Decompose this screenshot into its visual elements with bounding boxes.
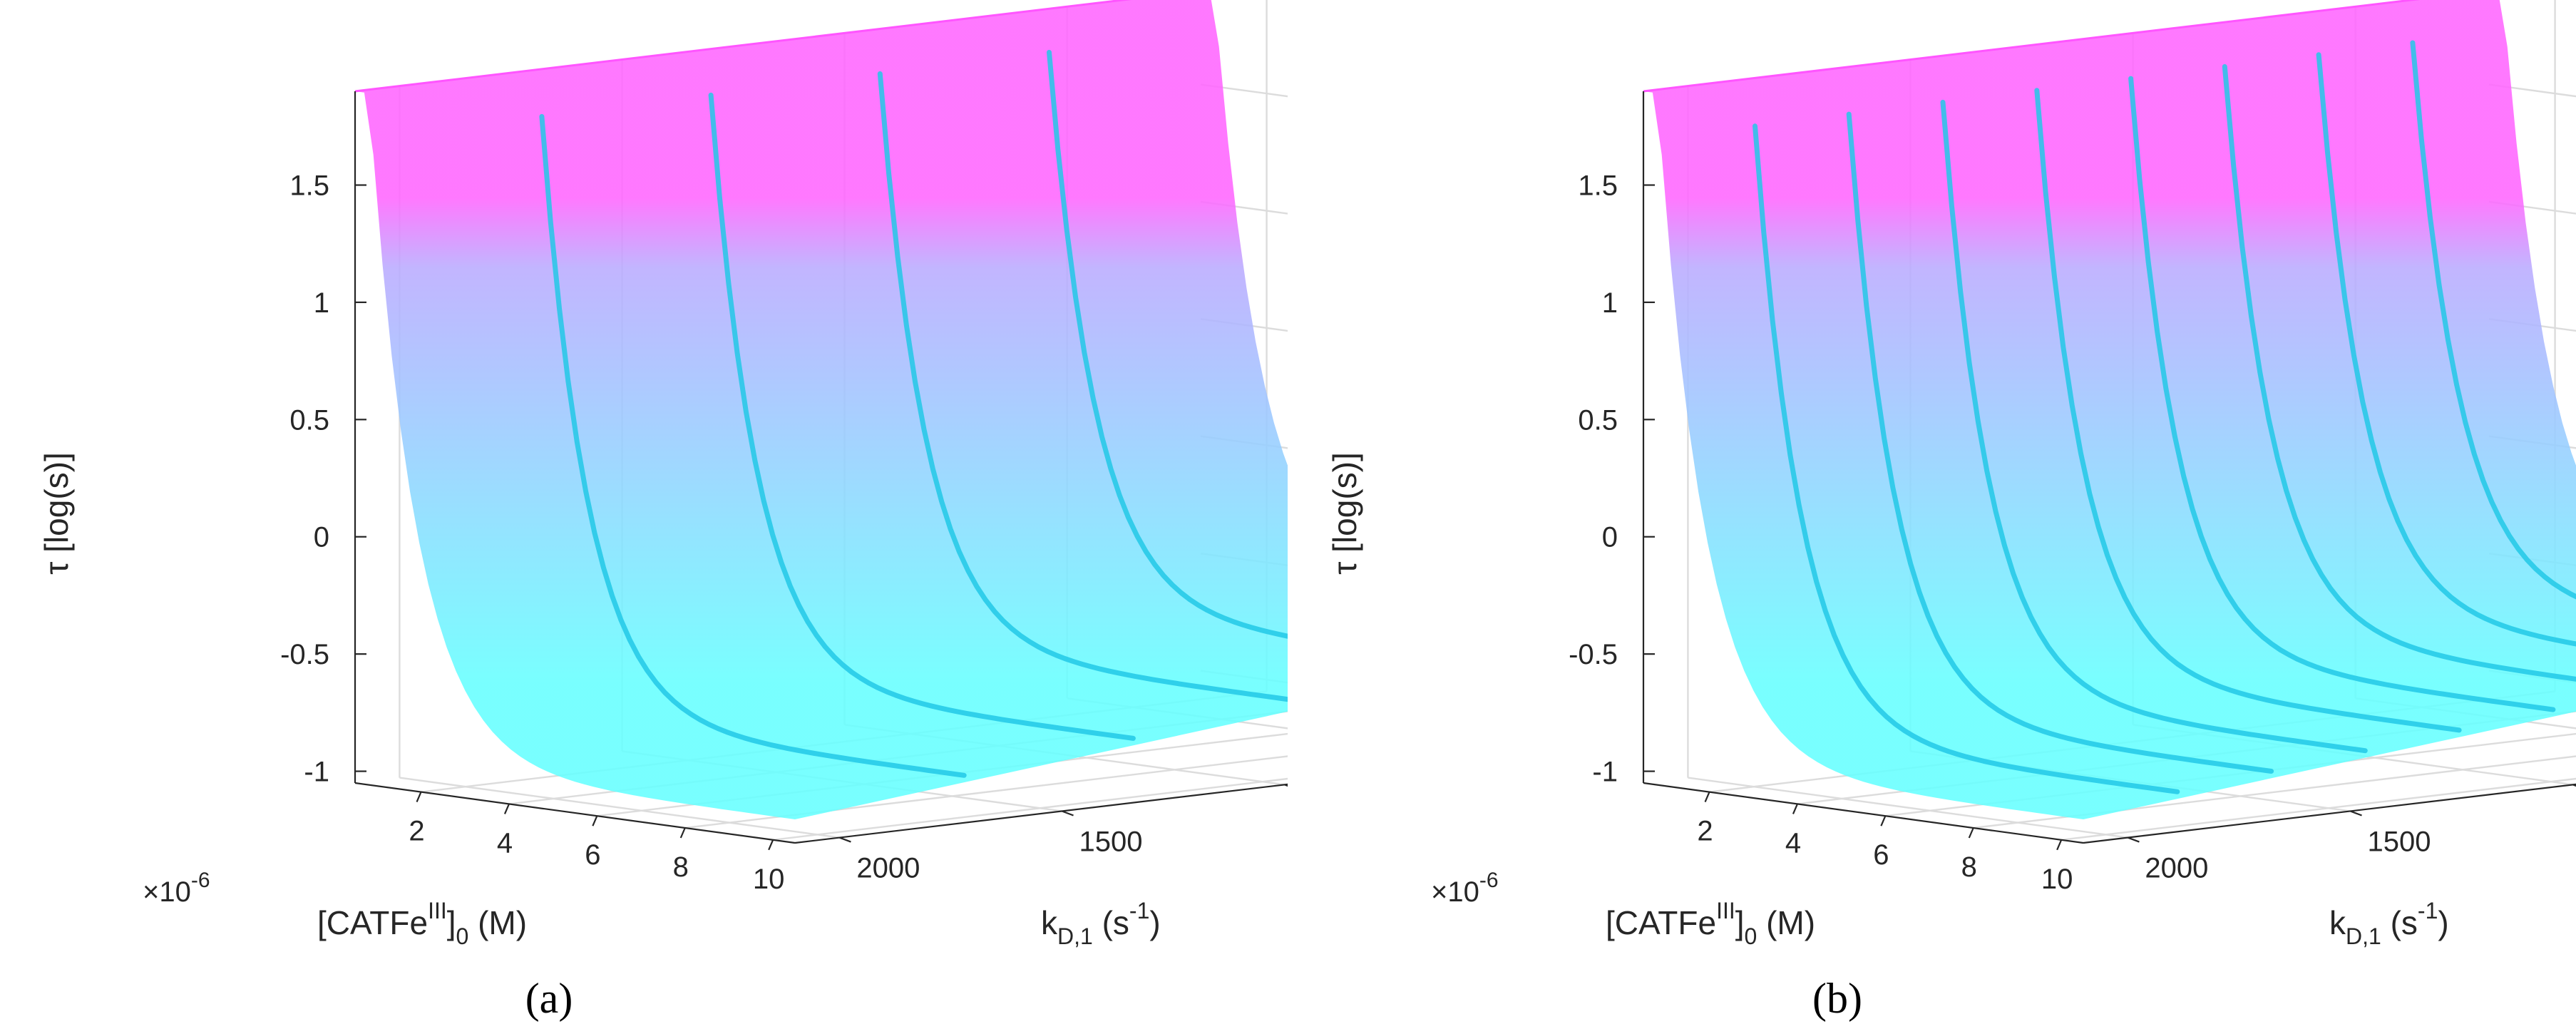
x-tick-label: 2 bbox=[409, 816, 424, 847]
x-tick-label: 6 bbox=[585, 839, 600, 871]
y-label-subscript: D,1 bbox=[2346, 923, 2381, 949]
x-tick-label: 4 bbox=[1785, 827, 1801, 859]
x-multiplier-base: ×10 bbox=[1431, 876, 1479, 908]
x-tick-label: 10 bbox=[2041, 864, 2073, 895]
y-tick-label: 2000 bbox=[856, 853, 920, 884]
x-tick bbox=[1705, 792, 1710, 802]
x-tick-label: 10 bbox=[753, 864, 785, 895]
z-tick-label: 1 bbox=[314, 287, 329, 319]
y-tick-label: 1500 bbox=[2368, 826, 2431, 857]
x-label-part: ] bbox=[1735, 904, 1745, 941]
z-tick-label: 1.5 bbox=[1578, 170, 1618, 202]
x-axis-label: [CATFeIII]0 (M) bbox=[317, 898, 527, 949]
surface-plot-b: 1.510.50-0.5-1246810500100015002000τ [lo… bbox=[1288, 0, 2576, 1034]
z-tick-label: 1.5 bbox=[289, 170, 329, 202]
z-tick-label: 0 bbox=[314, 522, 329, 553]
y-label-part: (s bbox=[1093, 904, 1129, 941]
y-label-subscript: D,1 bbox=[1057, 923, 1093, 949]
y-label-part: (s bbox=[2381, 904, 2418, 941]
chart-panel-b: 1.510.50-0.5-1246810500100015002000τ [lo… bbox=[1288, 0, 2576, 1034]
panel-caption: (a) bbox=[525, 975, 573, 1022]
z-tick-label: -1 bbox=[304, 757, 329, 788]
x-tick bbox=[1881, 816, 1885, 826]
x-multiplier-base: ×10 bbox=[143, 876, 191, 908]
x-tick-label: 2 bbox=[1697, 816, 1713, 847]
z-axis-label: τ [log(s)] bbox=[38, 452, 75, 575]
x-label-part: (M) bbox=[1757, 904, 1815, 941]
x-label-part: [CATFe bbox=[317, 904, 428, 941]
z-axis-label: τ [log(s)] bbox=[1326, 452, 1363, 575]
x-tick bbox=[417, 792, 421, 802]
surface-plot-a: 1.510.50-0.5-1246810500100015002000τ [lo… bbox=[0, 0, 1288, 1034]
y-tick bbox=[1285, 784, 1288, 789]
x-tick bbox=[1969, 828, 1974, 838]
x-label-part: (M) bbox=[468, 904, 527, 941]
y-tick-label: 2000 bbox=[2145, 853, 2208, 884]
x-multiplier-label: ×10-6 bbox=[143, 869, 210, 908]
y-label-superscript: -1 bbox=[2418, 898, 2438, 923]
z-tick-label: -1 bbox=[1592, 757, 1618, 788]
y-label-part: k bbox=[1041, 904, 1058, 941]
x-label-superscript: III bbox=[428, 898, 447, 923]
x-label-part: ] bbox=[447, 904, 456, 941]
x-tick bbox=[769, 840, 773, 850]
surface-fill bbox=[355, 0, 1288, 819]
panel-caption: (b) bbox=[1812, 975, 1862, 1022]
y-tick-label: 1500 bbox=[1079, 826, 1143, 857]
x-tick bbox=[1793, 804, 1797, 814]
y-tick bbox=[1062, 811, 1074, 815]
x-label-subscript: 0 bbox=[1745, 923, 1757, 949]
y-axis-label: kD,1 (s-1) bbox=[1041, 898, 1161, 949]
z-tick-label: 0 bbox=[1602, 522, 1618, 553]
y-label-superscript: -1 bbox=[1129, 898, 1149, 923]
x-tick bbox=[592, 816, 597, 826]
y-tick bbox=[2128, 838, 2139, 842]
y-tick bbox=[2351, 811, 2362, 815]
x-multiplier-label: ×10-6 bbox=[1431, 869, 1499, 908]
z-tick-label: 0.5 bbox=[289, 404, 329, 436]
x-label-subscript: 0 bbox=[456, 923, 469, 949]
z-tick-label: -0.5 bbox=[280, 639, 329, 670]
x-axis-label: [CATFeIII]0 (M) bbox=[1606, 898, 1815, 949]
x-multiplier-exponent: -6 bbox=[1479, 869, 1499, 892]
x-label-superscript: III bbox=[1716, 898, 1735, 923]
x-tick-label: 8 bbox=[673, 851, 689, 883]
y-label-part: k bbox=[2329, 904, 2346, 941]
y-label-part: ) bbox=[1149, 904, 1160, 941]
x-label-part: [CATFe bbox=[1606, 904, 1716, 941]
x-tick-label: 6 bbox=[1873, 839, 1889, 871]
x-tick bbox=[681, 828, 685, 838]
x-tick bbox=[505, 804, 509, 814]
z-tick-label: 1 bbox=[1602, 287, 1618, 319]
y-tick bbox=[2573, 784, 2576, 789]
y-label-part: ) bbox=[2438, 904, 2448, 941]
chart-panel-a: 1.510.50-0.5-1246810500100015002000τ [lo… bbox=[0, 0, 1288, 1034]
z-tick-label: 0.5 bbox=[1578, 404, 1618, 436]
y-axis-label: kD,1 (s-1) bbox=[2329, 898, 2449, 949]
x-tick bbox=[2057, 840, 2061, 850]
x-tick-label: 4 bbox=[497, 827, 513, 859]
y-tick bbox=[839, 838, 851, 842]
x-tick-label: 8 bbox=[1961, 851, 1977, 883]
x-multiplier-exponent: -6 bbox=[191, 869, 210, 892]
z-tick-label: -0.5 bbox=[1569, 639, 1618, 670]
